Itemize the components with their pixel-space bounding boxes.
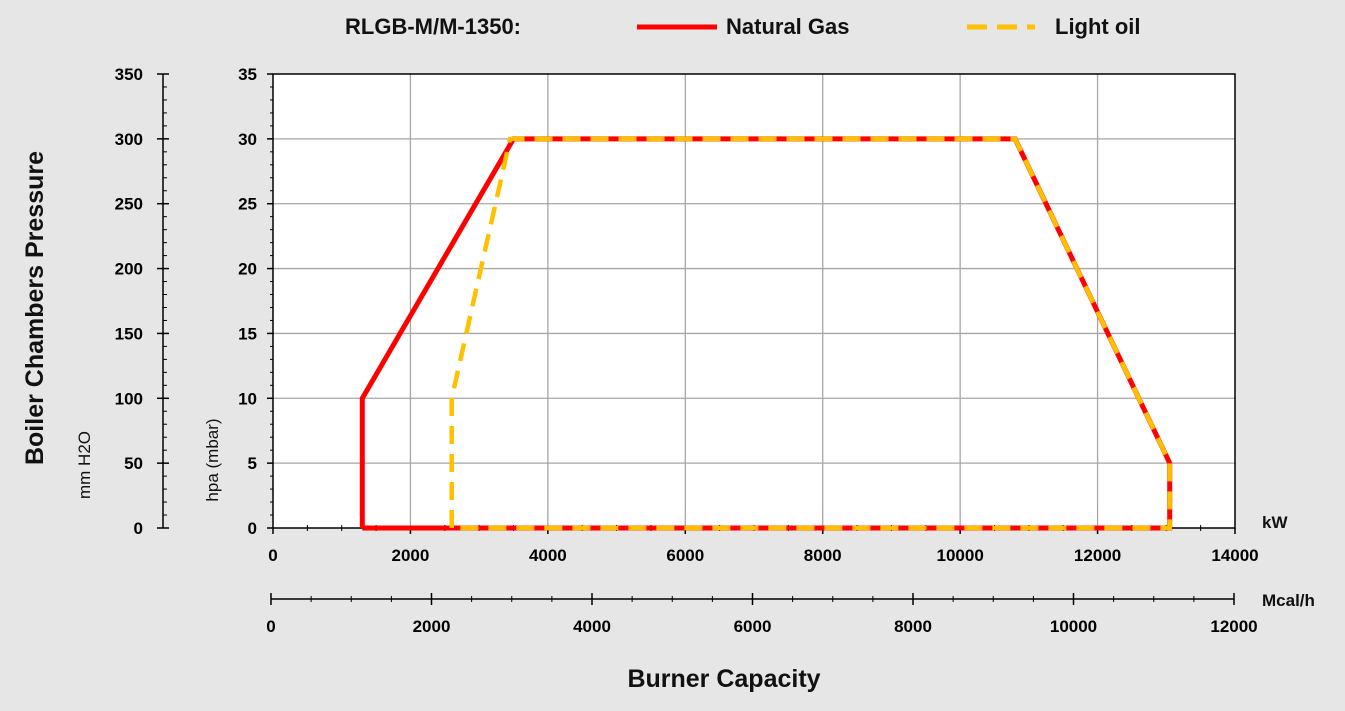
y-tick-label-20: 20 [238, 260, 257, 279]
y-tick-label-0: 0 [248, 519, 257, 538]
x-tick-label-0: 0 [268, 546, 277, 565]
x-axis-title: Burner Capacity [627, 665, 820, 693]
y-outer-tick-label-50: 50 [124, 454, 143, 473]
y-tick-label-15: 15 [238, 324, 257, 343]
series [359, 136, 1173, 531]
y-axis-title-outer: Boiler Chambers Pressure [21, 151, 49, 465]
y-axis-unit-outer: mm H2O [75, 431, 94, 499]
x-tick-label-8000: 8000 [804, 546, 842, 565]
legend-label-light-oil: Light oil [1055, 14, 1141, 39]
y-tick-label-25: 25 [238, 195, 257, 214]
y-tick-label-30: 30 [238, 130, 257, 149]
y-tick-label-5: 5 [248, 454, 257, 473]
x-tick-label-14000: 14000 [1211, 546, 1258, 565]
x-tick-label-6000: 6000 [666, 546, 704, 565]
x2-tick-label-4000: 4000 [573, 617, 611, 636]
x-axis-unit-secondary: Mcal/h [1262, 591, 1315, 610]
y-outer-tick-label-0: 0 [134, 519, 143, 538]
x2-tick-label-0: 0 [266, 617, 275, 636]
y-outer-tick-label-350: 350 [115, 65, 143, 84]
series-line-light-oil [449, 136, 1172, 531]
x2-tick-label-2000: 2000 [413, 617, 451, 636]
y-axis-unit-inner: hpa (mbar) [203, 418, 222, 501]
x2-tick-label-6000: 6000 [734, 617, 772, 636]
y-outer-tick-label-250: 250 [115, 195, 143, 214]
x2-tick-label-12000: 12000 [1210, 617, 1257, 636]
y-outer-tick-label-150: 150 [115, 324, 143, 343]
x-tick-label-10000: 10000 [937, 546, 984, 565]
y-outer-tick-label-200: 200 [115, 260, 143, 279]
plot-area [273, 74, 1235, 528]
chart-title: RLGB-M/M-1350: [345, 14, 521, 39]
y-outer-tick-label-300: 300 [115, 130, 143, 149]
x-tick-label-12000: 12000 [1074, 546, 1121, 565]
legend-label-natural-gas: Natural Gas [726, 14, 850, 39]
y-tick-label-10: 10 [238, 389, 257, 408]
x-axis-unit-primary: kW [1262, 513, 1288, 532]
grid [273, 74, 1235, 528]
x2-tick-label-8000: 8000 [894, 617, 932, 636]
x-tick-label-2000: 2000 [392, 546, 430, 565]
x2-tick-label-10000: 10000 [1050, 617, 1097, 636]
y-outer-tick-label-100: 100 [115, 389, 143, 408]
y-tick-label-35: 35 [238, 65, 257, 84]
x-tick-label-4000: 4000 [529, 546, 567, 565]
